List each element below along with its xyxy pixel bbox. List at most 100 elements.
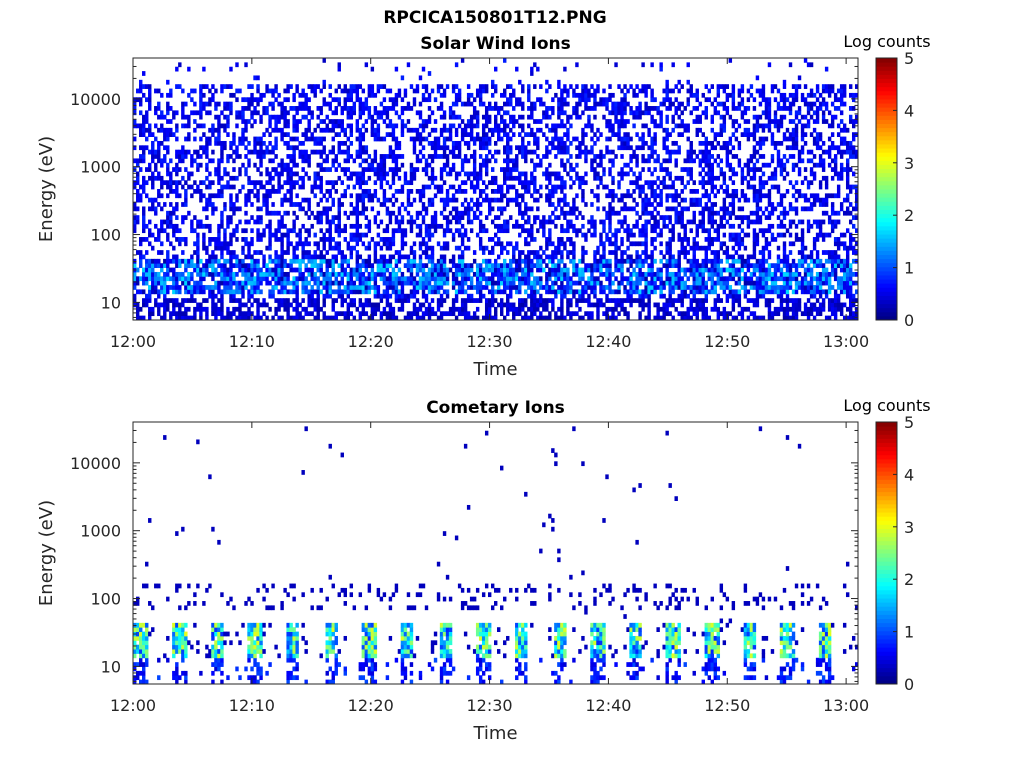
heatmap-cell (421, 84, 426, 89)
heatmap-cell (445, 136, 450, 142)
heatmap-cell (337, 250, 341, 255)
heatmap-cell (611, 101, 615, 107)
heatmap-cell (214, 302, 218, 308)
heatmap-cell (244, 167, 248, 172)
heatmap-cell (527, 241, 531, 247)
heatmap-cell (451, 140, 456, 146)
heatmap-cell (530, 175, 534, 181)
heatmap-cell (187, 271, 191, 277)
heatmap-cell (286, 171, 290, 177)
heatmap-cell (650, 149, 654, 155)
heatmap-cell (220, 289, 224, 295)
heatmap-cell (575, 206, 579, 212)
heatmap-cell (169, 267, 173, 273)
heatmap-cell (469, 263, 474, 268)
heatmap-cell (178, 306, 182, 312)
heatmap-cell (337, 271, 341, 277)
heatmap-cell (584, 180, 588, 186)
heatmap-cell (301, 254, 305, 260)
heatmap-cell (412, 285, 417, 290)
heatmap-cell (581, 88, 585, 94)
heatmap-cell (430, 175, 435, 181)
heatmap-cell (484, 158, 489, 164)
heatmap-cell (343, 210, 347, 216)
heatmap-cell (527, 250, 531, 255)
heatmap-cell (238, 298, 242, 303)
heatmap-cell (563, 215, 567, 220)
heatmap-cell (283, 193, 287, 199)
heatmap-cell (608, 158, 612, 164)
heatmap-cell (490, 132, 495, 137)
heatmap-cell (139, 306, 143, 312)
heatmap-cell (406, 293, 411, 299)
heatmap-cell (226, 258, 230, 264)
heatmap-cell (406, 267, 411, 273)
heatmap-cell (433, 271, 438, 277)
heatmap-cell (427, 311, 432, 317)
heatmap-cell (340, 298, 344, 303)
heatmap-cell (412, 254, 417, 260)
heatmap-cell (325, 197, 329, 203)
heatmap-cell (385, 276, 390, 282)
heatmap-cell (259, 232, 263, 238)
heatmap-cell (283, 106, 287, 111)
heatmap-cell (442, 280, 447, 286)
heatmap-cell (478, 289, 483, 295)
heatmap-cell (659, 180, 663, 186)
heatmap-cell (509, 167, 513, 172)
heatmap-cell (376, 175, 381, 181)
heatmap-cell (364, 223, 369, 229)
heatmap-cell (265, 206, 269, 212)
heatmap-cell (650, 106, 654, 111)
heatmap-cell (238, 189, 242, 194)
heatmap-cell (602, 271, 606, 277)
heatmap-cell (241, 114, 245, 120)
heatmap-cell (325, 237, 329, 242)
heatmap-cell (521, 193, 525, 199)
heatmap-cell (415, 110, 420, 116)
heatmap-cell (527, 271, 531, 277)
heatmap-cell (193, 136, 197, 142)
heatmap-cell (599, 258, 603, 264)
heatmap-cell (133, 106, 137, 111)
heatmap-cell (373, 158, 378, 164)
heatmap-cell (581, 223, 585, 229)
heatmap-cell (521, 127, 525, 133)
heatmap-cell (641, 110, 645, 116)
heatmap-cell (608, 123, 612, 129)
heatmap-cell (175, 223, 179, 229)
heatmap-cell (448, 132, 453, 137)
heatmap-cell (292, 114, 296, 120)
heatmap-cell (494, 263, 498, 268)
heatmap-cell (503, 219, 507, 225)
heatmap-cell (271, 184, 275, 190)
heatmap-cell (190, 154, 194, 159)
heatmap-cell (539, 119, 543, 124)
heatmap-cell (175, 127, 179, 133)
heatmap-cell (608, 92, 612, 98)
heatmap-cell (524, 276, 528, 282)
heatmap-cell (388, 306, 393, 312)
heatmap-cell (572, 311, 576, 317)
heatmap-cell (283, 110, 287, 116)
heatmap-cell (647, 289, 651, 295)
heatmap-cell (599, 263, 603, 268)
heatmap-cell (647, 158, 651, 164)
heatmap-cell (463, 206, 468, 212)
heatmap-cell (157, 158, 161, 164)
heatmap-cell (226, 276, 230, 282)
heatmap-cell (277, 171, 281, 177)
heatmap-cell (358, 84, 363, 89)
heatmap-cell (466, 237, 471, 242)
heatmap-cell (554, 206, 558, 212)
heatmap-cell (169, 276, 173, 282)
heatmap-cell (638, 189, 642, 194)
heatmap-cell (629, 232, 633, 238)
heatmap-cell (205, 285, 209, 290)
heatmap-cell (436, 145, 441, 151)
heatmap-cell (506, 158, 510, 164)
heatmap-cell (256, 263, 260, 268)
heatmap-cell (229, 289, 233, 295)
heatmap-cell (385, 132, 390, 137)
heatmap-cell (421, 237, 426, 242)
